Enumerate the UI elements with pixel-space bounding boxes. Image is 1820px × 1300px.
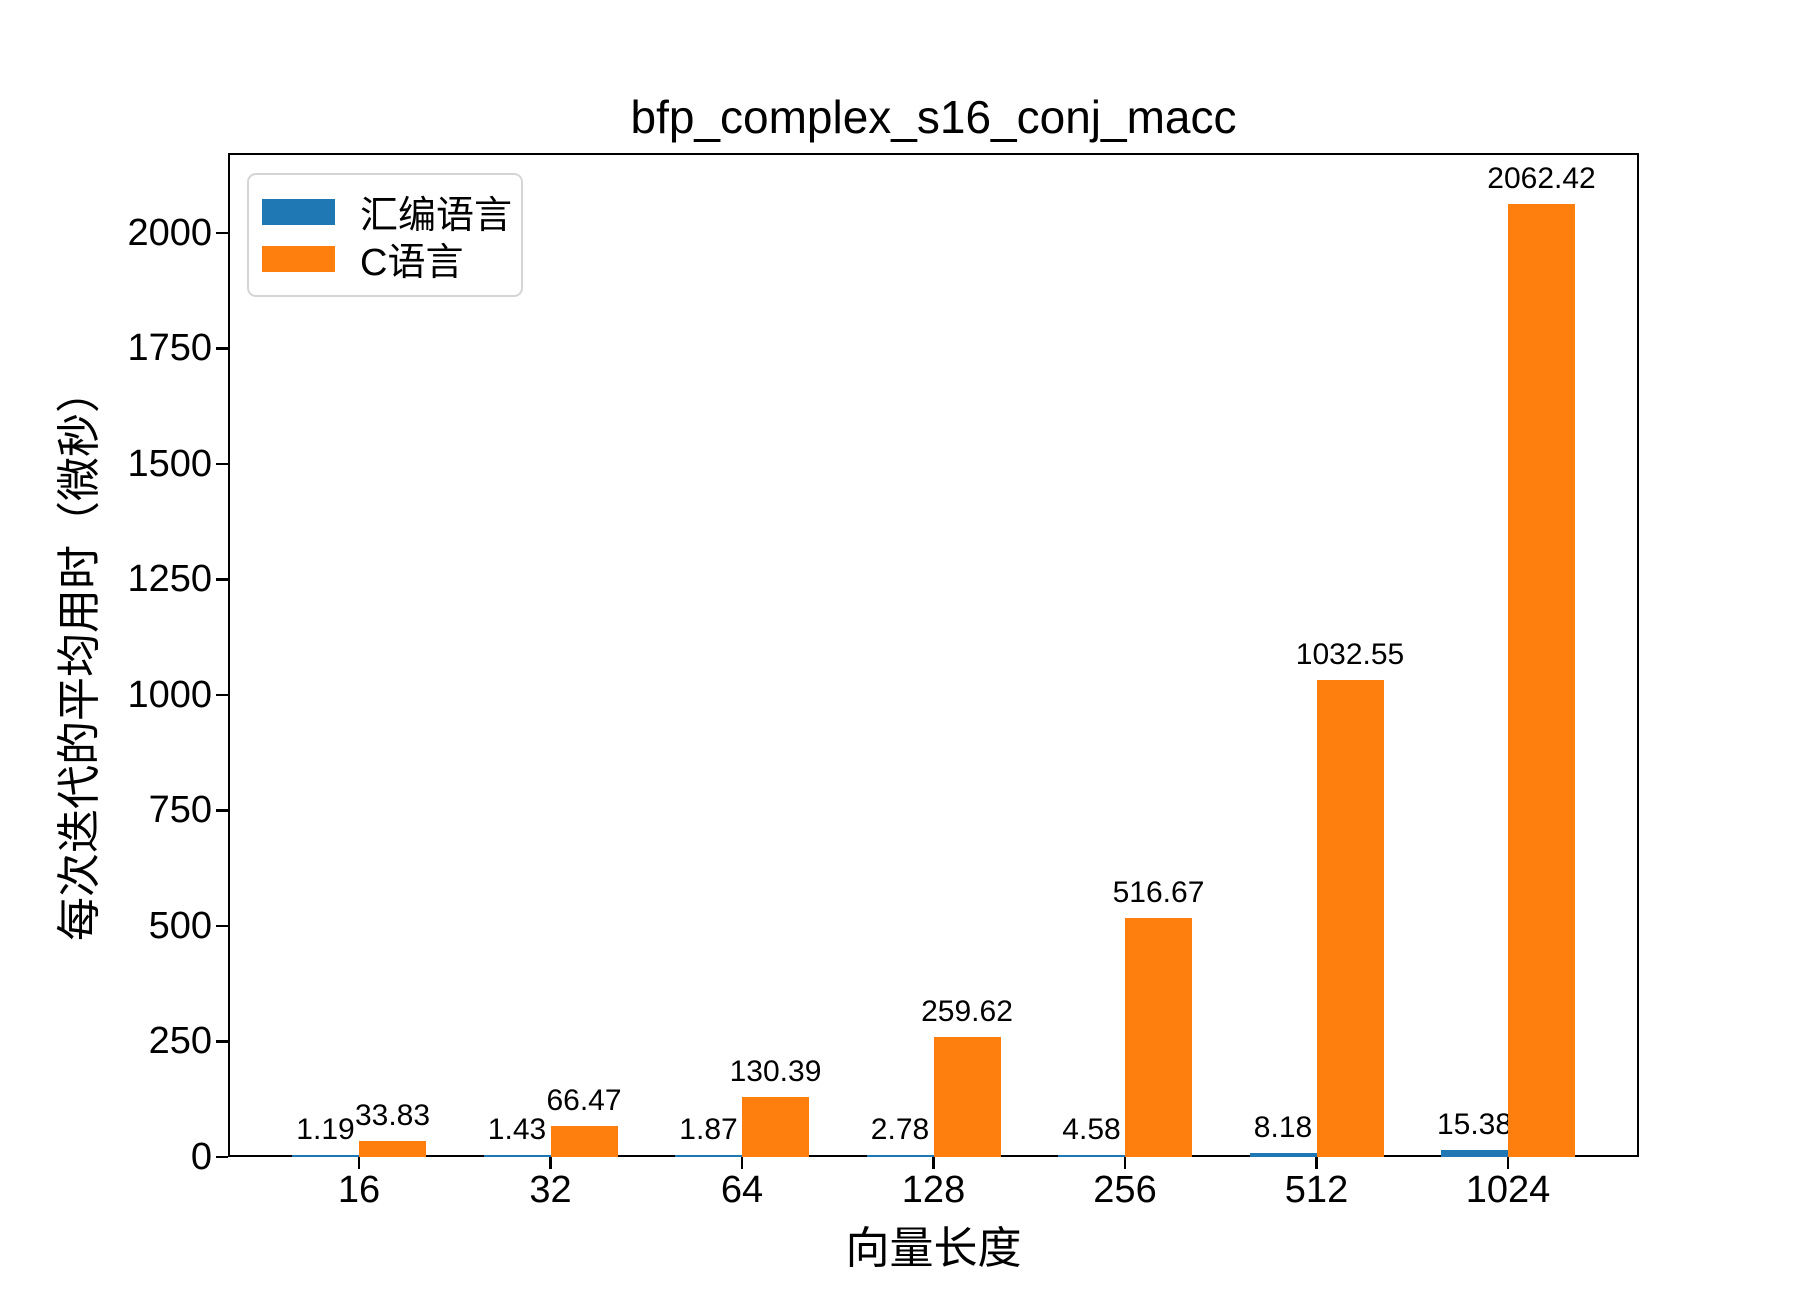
bar-C语言-512: [1316, 679, 1384, 1157]
bar-value-label: 4.58: [1062, 1112, 1121, 1146]
bar-汇编语言-1024: [1441, 1149, 1508, 1157]
bar-value-label: 8.18: [1253, 1111, 1313, 1145]
plot-area: [228, 153, 1639, 1157]
bar-汇编语言-512: [1249, 1153, 1317, 1157]
y-tick-mark: [216, 347, 228, 350]
legend: 汇编语言 C语言: [247, 173, 523, 297]
y-tick-mark: [216, 924, 228, 928]
x-tick-label: 512: [1284, 1169, 1349, 1211]
bar-value-label: 516.67: [1112, 876, 1205, 910]
y-tick-label: 1750: [127, 327, 212, 370]
x-tick-label: 64: [720, 1169, 764, 1211]
x-tick-label: 128: [901, 1169, 966, 1211]
bar-value-label: 15.38: [1436, 1107, 1513, 1141]
chart-title: bfp_complex_s16_conj_macc: [630, 91, 1237, 143]
legend-label-assembly: 汇编语言: [360, 195, 513, 237]
x-tick-mark: [549, 1157, 552, 1169]
bar-汇编语言-64: [675, 1155, 742, 1157]
bar-value-label: 2.78: [870, 1113, 930, 1146]
bar-value-label: 33.83: [354, 1099, 431, 1133]
bar-value-label: 130.39: [729, 1054, 822, 1088]
bar-value-label: 1032.55: [1295, 637, 1405, 671]
y-tick-label: 250: [148, 1020, 212, 1063]
y-tick-label: 500: [148, 904, 212, 947]
bar-汇编语言-128: [866, 1155, 934, 1157]
bar-value-label: 259.62: [921, 995, 1013, 1029]
y-tick-mark: [216, 1040, 228, 1043]
bar-C语言-256: [1125, 918, 1192, 1157]
x-tick-mark: [357, 1157, 361, 1169]
legend-swatch-assembly: [262, 198, 335, 225]
y-tick-label: 2000: [127, 211, 212, 254]
y-tick-label: 0: [190, 1136, 212, 1178]
bar-C语言-64: [742, 1096, 809, 1157]
bar-汇编语言-16: [292, 1155, 359, 1157]
x-tick-label: 1024: [1465, 1169, 1551, 1211]
x-tick-label: 256: [1093, 1169, 1157, 1211]
y-tick-mark: [216, 578, 228, 581]
y-tick-mark: [216, 231, 228, 235]
x-tick-mark: [740, 1157, 744, 1169]
y-tick-mark: [216, 1155, 228, 1159]
bar-汇编语言-256: [1058, 1154, 1125, 1157]
y-tick-mark: [216, 809, 228, 812]
x-tick-label: 16: [337, 1169, 381, 1211]
legend-item-assembly: 汇编语言: [262, 188, 512, 237]
x-tick-mark: [932, 1157, 935, 1169]
y-tick-mark: [216, 462, 228, 466]
bar-C语言-16: [359, 1141, 426, 1157]
bar-C语言-1024: [1508, 204, 1575, 1157]
bar-value-label: 1.87: [679, 1113, 738, 1146]
legend-label-c: C语言: [360, 242, 464, 284]
x-tick-mark: [1123, 1157, 1127, 1169]
bar-value-label: 1.43: [487, 1113, 547, 1146]
y-tick-label: 1250: [127, 558, 212, 601]
legend-swatch-c: [262, 245, 335, 272]
x-tick-label: 32: [529, 1169, 572, 1211]
x-tick-mark: [1506, 1157, 1510, 1169]
legend-item-c: C语言: [262, 235, 507, 284]
bar-C语言-32: [550, 1126, 618, 1157]
bar-汇编语言-32: [483, 1155, 551, 1157]
y-tick-label: 750: [148, 789, 212, 832]
y-tick-label: 1500: [127, 442, 212, 485]
x-tick-mark: [1315, 1157, 1318, 1169]
x-axis-label: 向量长度: [845, 1224, 1022, 1273]
bar-C语言-128: [933, 1037, 1001, 1157]
bar-value-label: 2062.42: [1487, 162, 1596, 196]
y-tick-label: 1000: [127, 673, 212, 716]
bar-value-label: 1.19: [296, 1113, 355, 1146]
y-tick-mark: [216, 693, 228, 697]
bar-value-label: 66.47: [546, 1084, 622, 1118]
